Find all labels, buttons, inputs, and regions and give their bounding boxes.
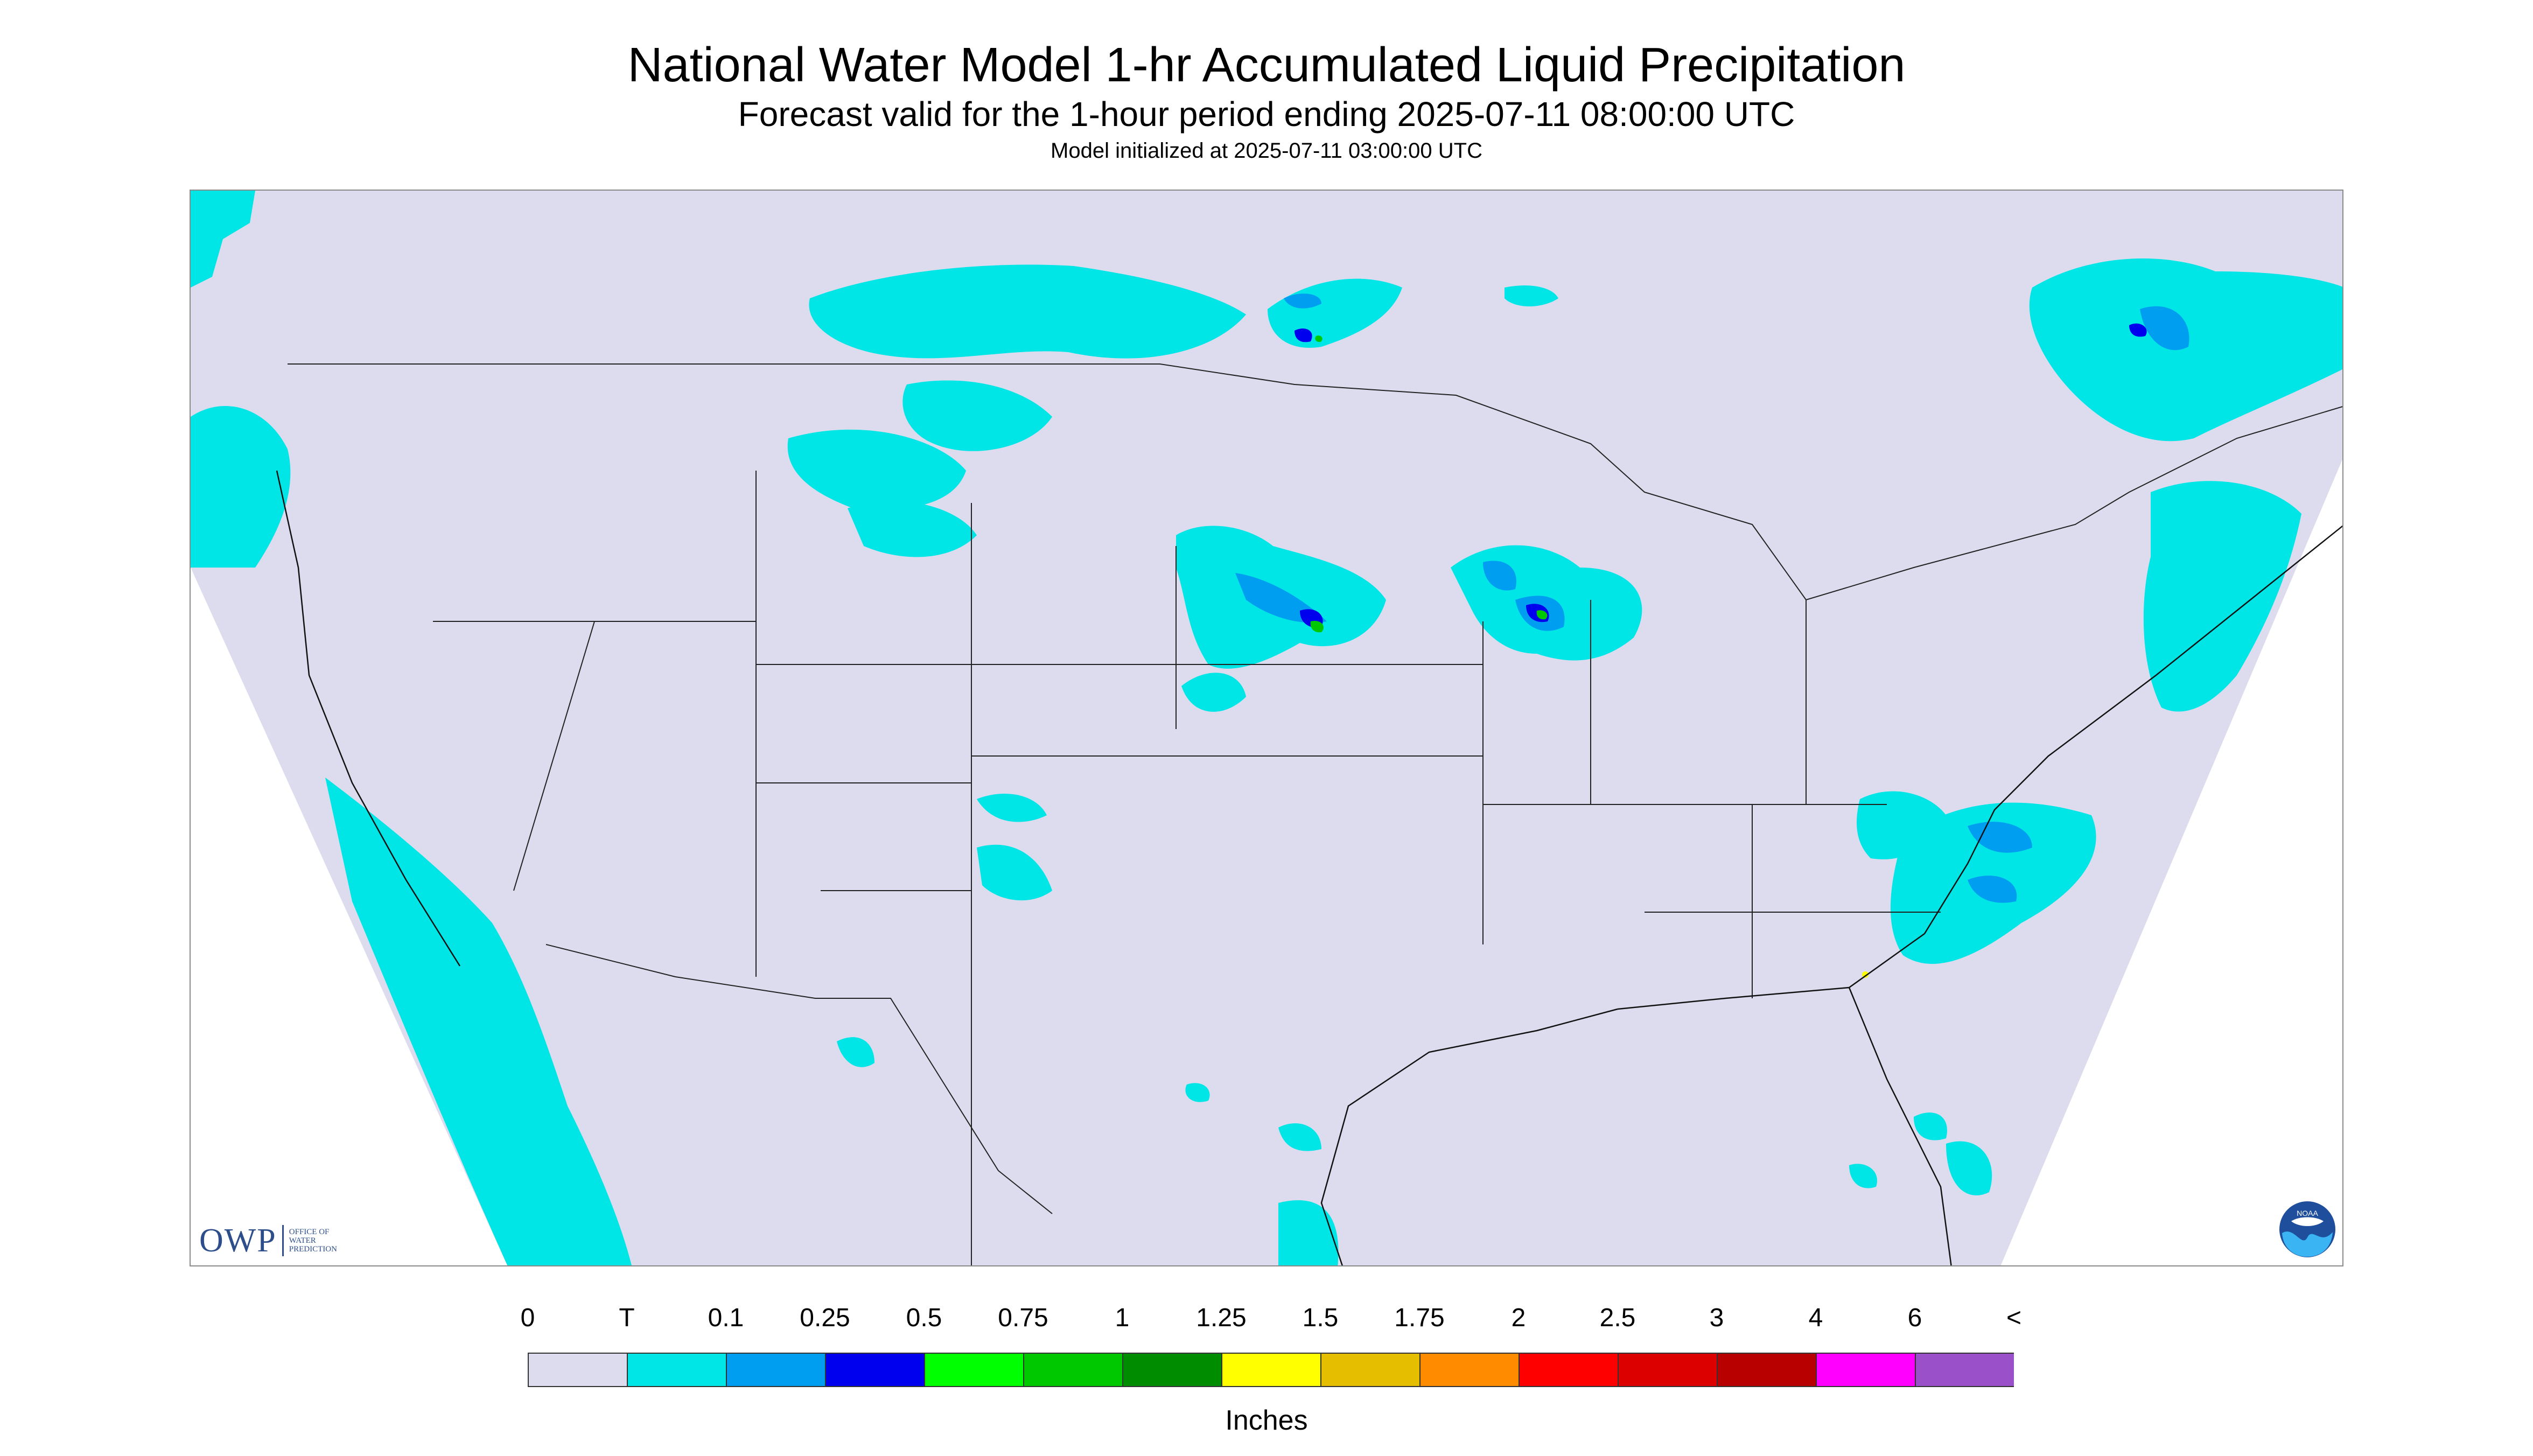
legend-tick-labels: 0 T 0.1 0.25 0.5 0.75 1 1.25 1.5 1.75 2 2.5 3 4 6 <	[521, 1303, 2021, 1333]
legend-tick-label: 0.5	[906, 1304, 942, 1332]
owp-logo: OWP OFFICE OF WATER PREDICTION	[199, 1221, 359, 1260]
legend-tick-label: 0.25	[800, 1304, 850, 1332]
legend-tick-label: 1.25	[1196, 1304, 1247, 1332]
political-boundaries	[288, 363, 2342, 1265]
legend-swatch	[528, 1353, 628, 1387]
legend-swatch	[1915, 1353, 2014, 1387]
legend-tick-label: 2	[1511, 1304, 1526, 1332]
noaa-logo-icon: NOAA	[2279, 1201, 2335, 1257]
legend-swatch	[1519, 1353, 1619, 1387]
owp-line-3: PREDICTION	[289, 1245, 337, 1254]
legend-tick-label: 1.5	[1302, 1304, 1339, 1332]
precipitation-map	[190, 190, 2343, 1266]
legend-tick-label: 4	[1808, 1304, 1823, 1332]
legend-swatch	[825, 1353, 925, 1387]
owp-subtitle: OFFICE OF WATER PREDICTION	[289, 1228, 359, 1254]
owp-line-2: WATER	[289, 1236, 316, 1245]
legend-tick-label: 6	[1907, 1304, 1922, 1332]
precip-peak-spot	[1862, 971, 1869, 978]
legend-tick-label: 0.75	[998, 1304, 1048, 1332]
precip-heavy-layer	[1310, 335, 1548, 633]
legend-swatch	[726, 1353, 826, 1387]
noaa-logo-text: NOAA	[2297, 1209, 2318, 1217]
legend-tick-label: 0.1	[708, 1304, 744, 1332]
legend-unit: Inches	[1225, 1405, 1308, 1436]
coastlines	[276, 470, 2342, 1265]
legend-swatch	[1618, 1353, 1718, 1387]
legend-swatch	[924, 1353, 1024, 1387]
legend-swatch	[1717, 1353, 1817, 1387]
legend-tick-label: 2.5	[1599, 1304, 1636, 1332]
legend-tick-label: 3	[1709, 1304, 1724, 1332]
legend-swatch	[1320, 1353, 1421, 1387]
legend-tick-label: <	[2006, 1304, 2022, 1332]
owp-mark: OWP	[199, 1222, 277, 1259]
owp-divider	[282, 1225, 284, 1256]
legend-swatch	[1816, 1353, 1916, 1387]
legend-swatch	[1122, 1353, 1222, 1387]
legend-colorbar	[528, 1353, 2014, 1387]
legend-swatch	[627, 1353, 727, 1387]
map-canvas	[191, 191, 2342, 1265]
model-domain	[191, 191, 2342, 1265]
legend-tick-label: T	[619, 1304, 635, 1332]
model-init-caption: Model initialized at 2025-07-11 03:00:00…	[1051, 139, 1482, 163]
legend-swatch	[1221, 1353, 1321, 1387]
legend-tick-label: 0	[520, 1304, 535, 1332]
legend-swatch	[1419, 1353, 1520, 1387]
map-title: National Water Model 1-hr Accumulated Li…	[627, 38, 1906, 92]
legend-tick-label: 1	[1115, 1304, 1130, 1332]
owp-line-1: OFFICE OF	[289, 1228, 330, 1236]
legend-swatch	[1023, 1353, 1123, 1387]
legend-tick-label: 1.75	[1394, 1304, 1445, 1332]
forecast-valid-subtitle: Forecast valid for the 1-hour period end…	[738, 95, 1795, 134]
